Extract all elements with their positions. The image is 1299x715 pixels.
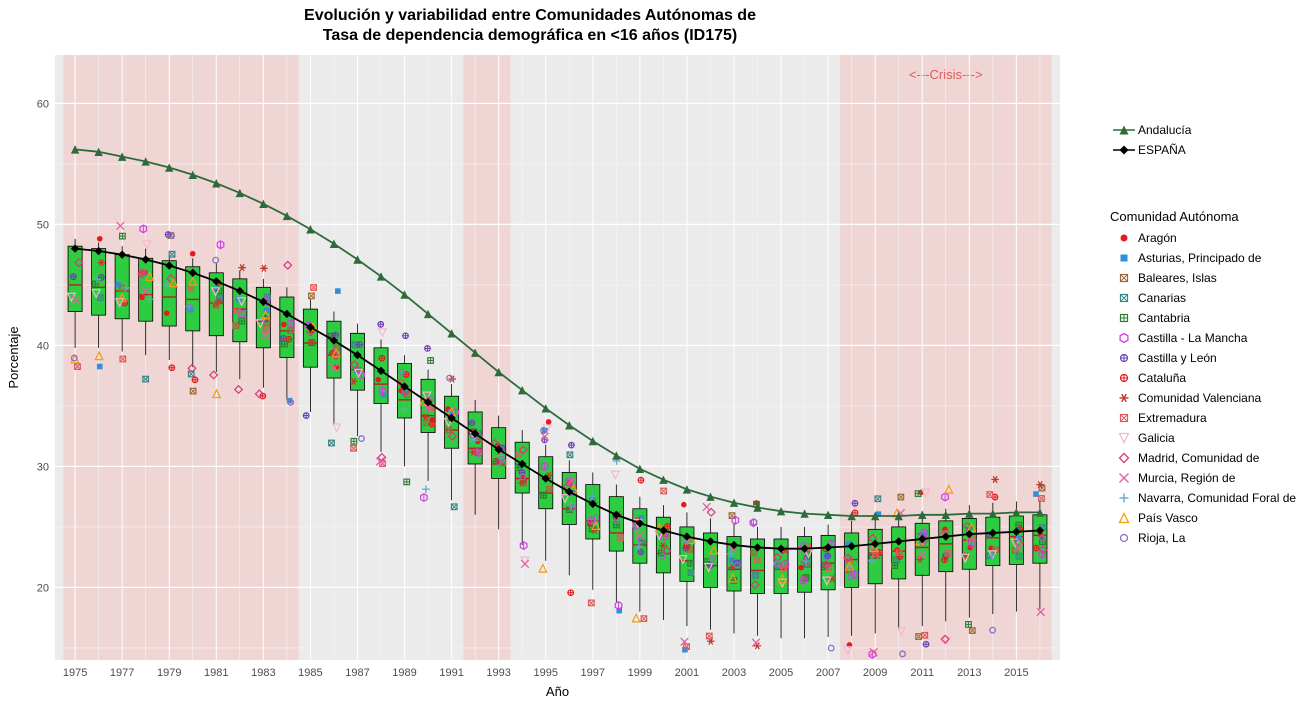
legend-item: Cantabria — [1110, 308, 1296, 328]
legend-item: Madrid, Comunidad de — [1110, 448, 1296, 468]
svg-text:2005: 2005 — [769, 667, 793, 679]
legend-item: Rioja, La — [1110, 528, 1296, 548]
legend-item: Navarra, Comunidad Foral de — [1110, 488, 1296, 508]
svg-text:2013: 2013 — [957, 667, 981, 679]
svg-text:30: 30 — [37, 461, 49, 473]
legend-item: Baleares, Islas — [1110, 268, 1296, 288]
legend-item: Galicia — [1110, 428, 1296, 448]
svg-text:1993: 1993 — [486, 667, 510, 679]
svg-text:1999: 1999 — [628, 667, 652, 679]
legend-item: Cataluña — [1110, 368, 1296, 388]
svg-text:1985: 1985 — [298, 667, 322, 679]
legend-item: Comunidad Valenciana — [1110, 388, 1296, 408]
legend-item: Canarias — [1110, 288, 1296, 308]
svg-text:1995: 1995 — [533, 667, 557, 679]
svg-text:2015: 2015 — [1004, 667, 1028, 679]
svg-text:1989: 1989 — [392, 667, 416, 679]
svg-text:Año: Año — [546, 684, 569, 699]
svg-text:1975: 1975 — [63, 667, 87, 679]
legend-item: ESPAÑA — [1110, 140, 1191, 160]
chart-container: <---Crisis--->20304050601975197719791981… — [0, 0, 1299, 710]
svg-text:1977: 1977 — [110, 667, 134, 679]
svg-text:2007: 2007 — [816, 667, 840, 679]
svg-text:50: 50 — [37, 219, 49, 231]
svg-text:1997: 1997 — [581, 667, 605, 679]
legend-communities: Comunidad Autónoma AragónAsturias, Princi… — [1110, 205, 1296, 548]
legend-item: Castilla y León — [1110, 348, 1296, 368]
legend-title: Comunidad Autónoma — [1110, 209, 1296, 224]
svg-text:2001: 2001 — [675, 667, 699, 679]
svg-text:60: 60 — [37, 98, 49, 110]
legend-primary: AndalucíaESPAÑA — [1110, 120, 1191, 160]
svg-text:1991: 1991 — [439, 667, 463, 679]
legend-item: Andalucía — [1110, 120, 1191, 140]
svg-text:20: 20 — [37, 582, 49, 594]
legend-item: Asturias, Principado de — [1110, 248, 1296, 268]
legend-item: País Vasco — [1110, 508, 1296, 528]
legend-item: Castilla - La Mancha — [1110, 328, 1296, 348]
chart-svg: <---Crisis--->20304050601975197719791981… — [0, 0, 1299, 710]
svg-text:1979: 1979 — [157, 667, 181, 679]
svg-text:1983: 1983 — [251, 667, 275, 679]
legend-item: Extremadura — [1110, 408, 1296, 428]
legend-item: Murcia, Región de — [1110, 468, 1296, 488]
svg-text:2009: 2009 — [863, 667, 887, 679]
legend-item: Aragón — [1110, 228, 1296, 248]
svg-text:1981: 1981 — [204, 667, 228, 679]
svg-text:1987: 1987 — [345, 667, 369, 679]
chart-title: Evolución y variabilidad entre Comunidad… — [0, 6, 1060, 46]
svg-text:40: 40 — [37, 340, 49, 352]
svg-text:Porcentaje: Porcentaje — [6, 326, 21, 388]
svg-text:2011: 2011 — [910, 667, 934, 679]
svg-text:2003: 2003 — [722, 667, 746, 679]
